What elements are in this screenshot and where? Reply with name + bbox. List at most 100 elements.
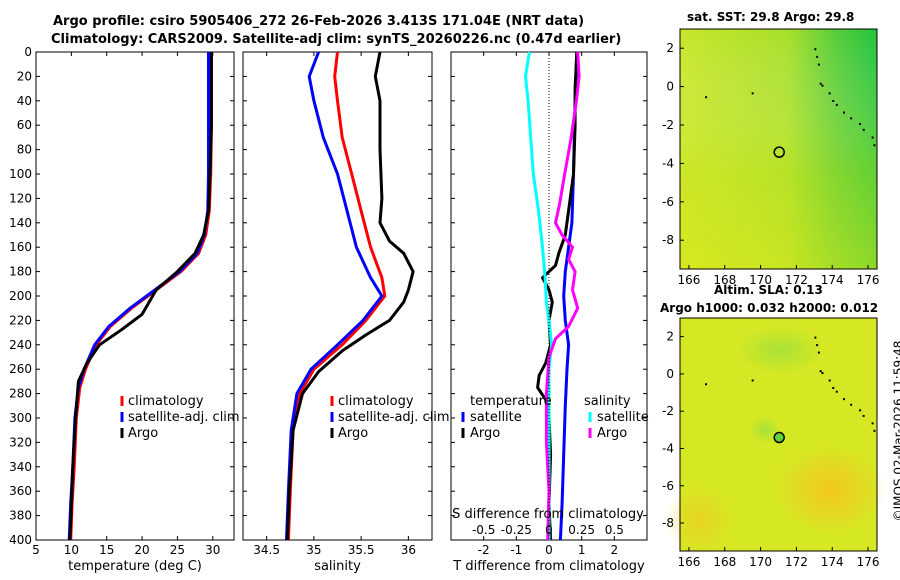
island-marker [832,386,835,389]
depth-tick-label: 100 [9,167,32,181]
temperature-xlabel: temperature (deg C) [68,559,202,574]
salinity-xtick-label: 36 [401,543,416,557]
island-marker [816,55,819,58]
depth-tick-label: 380 [9,509,32,523]
depth-tick-label: 280 [9,387,32,401]
figure-title-line1: Argo profile: csiro 5905406_272 26-Feb-2… [53,14,585,29]
diff-legend-label: satellite [470,410,522,425]
salinity-axes-frame [242,51,433,541]
argo-position-marker [773,146,785,158]
sla-map-xtick-label: 170 [749,555,772,569]
salinity-xtick-label: 34.5 [253,543,280,557]
sla-map-ytick-label: -2 [662,404,674,418]
island-marker [871,136,874,139]
difference-series-s-argo [544,51,581,541]
sst-map-xtick-label: 170 [749,273,772,287]
salinity-xtick-label: 35 [306,543,321,557]
sla-map-frame [679,317,878,552]
depth-tick-label: 20 [17,69,32,83]
depth-tick-label: 240 [9,338,32,352]
depth-tick-label: 200 [9,289,32,303]
sla-map-ytick-label: -4 [662,441,674,455]
depth-tick-label: 220 [9,313,32,327]
island-marker [828,92,831,95]
sst-map-frame [679,28,878,270]
temperature-xtick-label: 5 [32,543,40,557]
island-marker [871,422,874,425]
sst-map-ytick-label: -4 [662,156,674,170]
figure-title-line2: Climatology: CARS2009. Satellite-adj cli… [51,32,622,47]
sst-map-panel: 166 168 170 172 174 176 2 0 -2 -4 -6 -8 [662,28,880,287]
island-marker [835,103,838,106]
temperature-xtick-label: 20 [134,543,149,557]
island-marker [850,117,853,120]
temperature-legend-label: satellite-adj. clim [128,410,240,425]
salinity-legend-label: climatology [338,394,414,409]
depth-tick-label: 360 [9,484,32,498]
sla-map-ytick-label: -8 [662,516,674,530]
temperature-axes-frame [35,51,235,541]
sst-map-field-shading [680,29,877,269]
difference-xtick-label: 0 [545,543,553,557]
island-marker [842,398,845,401]
sst-map-xtick-label: 172 [785,273,808,287]
difference-xtick-label: 1 [578,543,586,557]
depth-tick-label: 120 [9,191,32,205]
sst-map-xtick-label: 168 [713,273,736,287]
temperature-xtick-label: 25 [170,543,185,557]
depth-tick-label: 320 [9,435,32,449]
diff-xtick-label-salinity: 0.5 [605,523,624,537]
salinity-xtick-label: 35.5 [348,543,375,557]
depth-tick-label: 40 [17,94,32,108]
island-marker [832,100,835,103]
sla-map-ytick-label: 0 [666,367,674,381]
sla-map-panel: 166 168 170 172 174 176 2 0 -2 -4 -6 -8 [662,317,885,569]
diff-legend-salinity-title: salinity [584,394,631,409]
salinity-xlabel: salinity [314,559,361,574]
sst-map-xtick-label: 174 [821,273,844,287]
island-marker [819,82,822,85]
argo-position-marker [773,431,785,444]
diff-xtick-label-salinity: 0 [545,523,553,537]
sla-map-high-area [775,445,885,535]
depth-tick-label: 140 [9,216,32,230]
island-marker [859,123,862,126]
depth-tick-label: 260 [9,362,32,376]
sla-map-xtick-label: 172 [785,555,808,569]
diff-legend-label: satellite [597,410,649,425]
salinity-panel: 34.5 35 35.5 36 salinity climatologysatellite… [242,51,450,574]
difference-panel: -2 -1 0 1 2 T difference from climatology temp… [450,51,649,574]
sla-map-high-area-2 [665,485,735,555]
sst-map-title: sat. SST: 29.8 Argo: 29.8 [687,10,855,24]
diff-xlabel-salinity: S difference from climatology [452,507,644,522]
sst-map-ytick-label: -2 [662,118,674,132]
depth-tick-label: 340 [9,460,32,474]
island-marker [751,92,754,95]
diff-legend-temperature-title: temperature [470,394,552,409]
sla-map-xtick-label: 168 [713,555,736,569]
diff-xtick-label-salinity: -0.25 [501,523,532,537]
sst-map-ytick-label: -8 [662,233,674,247]
temperature-xtick-label: 30 [205,543,220,557]
island-marker [819,370,822,373]
sst-map-xtick-label: 166 [678,273,701,287]
island-marker [705,96,708,99]
depth-tick-label: 0 [24,45,32,59]
island-marker [814,336,817,339]
temperature-series-argo [68,52,213,541]
island-marker [862,414,865,417]
depth-tick-label: 60 [17,118,32,132]
island-marker [816,344,819,347]
depth-tick-label: 400 [9,533,32,547]
temperature-legend-label: Argo [128,426,158,441]
sst-map-ytick-label: 2 [666,41,674,55]
diff-legend-label: Argo [470,426,500,441]
diff-xtick-label-salinity: -0.5 [472,523,495,537]
difference-xtick-label: 2 [611,543,619,557]
island-marker [814,48,817,51]
sst-map-xtick-label: 176 [857,273,880,287]
sst-map-ytick-label: -6 [662,195,674,209]
island-marker [842,111,845,114]
sla-map-ytick-label: -6 [662,479,674,493]
